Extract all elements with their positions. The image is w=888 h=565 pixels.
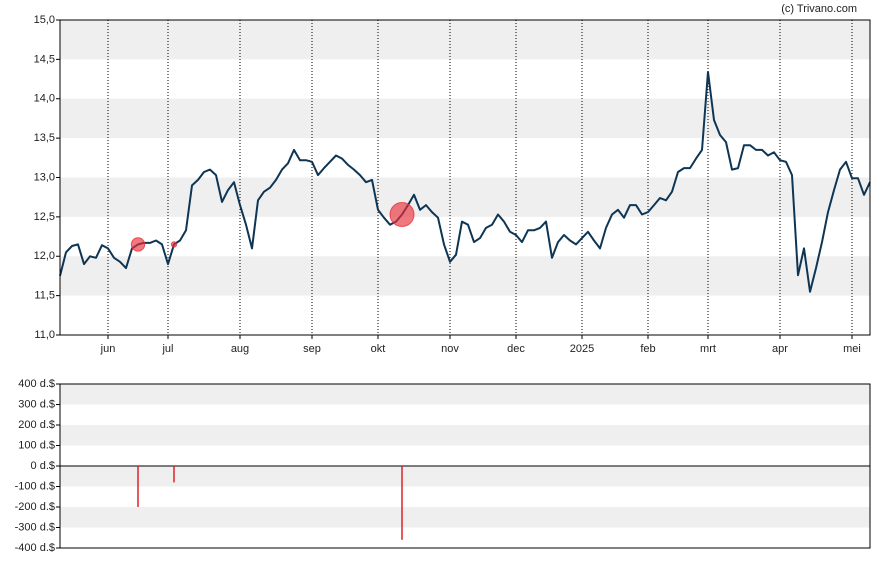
grid-band [60, 256, 870, 296]
grid-band [60, 507, 870, 528]
grid-band [60, 466, 870, 487]
y-tick-label: 13,0 [34, 171, 55, 183]
transaction-bar [173, 466, 175, 483]
y-tick-label: -400 d.$ [15, 542, 55, 554]
plot-frame [59, 19, 871, 336]
y-tick-label: 14,5 [34, 53, 55, 65]
x-tick-label: 2025 [570, 343, 594, 355]
y-tick-label: 100 d.$ [18, 439, 55, 451]
y-tick-label: 13,5 [34, 132, 55, 144]
x-tick-label: mei [843, 343, 861, 355]
grid-band [60, 425, 870, 446]
y-tick-label: 14,0 [34, 93, 55, 105]
y-tick-label: 300 d.$ [18, 398, 55, 410]
x-tick-label: feb [640, 343, 655, 355]
y-tick-label: 11,0 [34, 329, 55, 341]
grid-band [60, 98, 870, 139]
transaction-marker [389, 202, 415, 228]
y-tick-label: -100 d.$ [15, 480, 55, 492]
x-tick-label: okt [371, 343, 386, 355]
grid-band [60, 384, 870, 405]
x-tick-label: jul [161, 343, 173, 355]
y-tick-label: -200 d.$ [15, 501, 55, 513]
y-tick-label: -300 d.$ [15, 521, 55, 533]
credit: (c) Trivano.com [781, 3, 857, 15]
grid-band [60, 20, 870, 60]
y-tick-label: 12,0 [34, 250, 55, 262]
plot-frame [59, 383, 871, 549]
price-line [59, 71, 871, 293]
y-tick-label: 12,5 [34, 211, 55, 223]
transaction-marker [170, 241, 178, 248]
x-tick-label: mrt [700, 343, 716, 355]
x-tick-label: jun [100, 343, 116, 355]
x-tick-label: dec [507, 343, 525, 355]
y-tick-label: 200 d.$ [18, 419, 55, 431]
transaction-bar [401, 466, 403, 540]
transaction-marker [130, 237, 146, 252]
transaction-bar [137, 466, 139, 507]
x-tick-label: apr [772, 343, 788, 355]
y-tick-label: 0 d.$ [31, 460, 55, 472]
x-tick-label: nov [441, 343, 459, 355]
x-tick-label: aug [231, 343, 249, 355]
grid-band [60, 177, 870, 217]
y-tick-label: 11,5 [34, 290, 55, 302]
y-tick-label: 400 d.$ [18, 378, 55, 390]
x-tick-label: sep [303, 343, 321, 355]
y-tick-label: 15,0 [34, 14, 55, 26]
